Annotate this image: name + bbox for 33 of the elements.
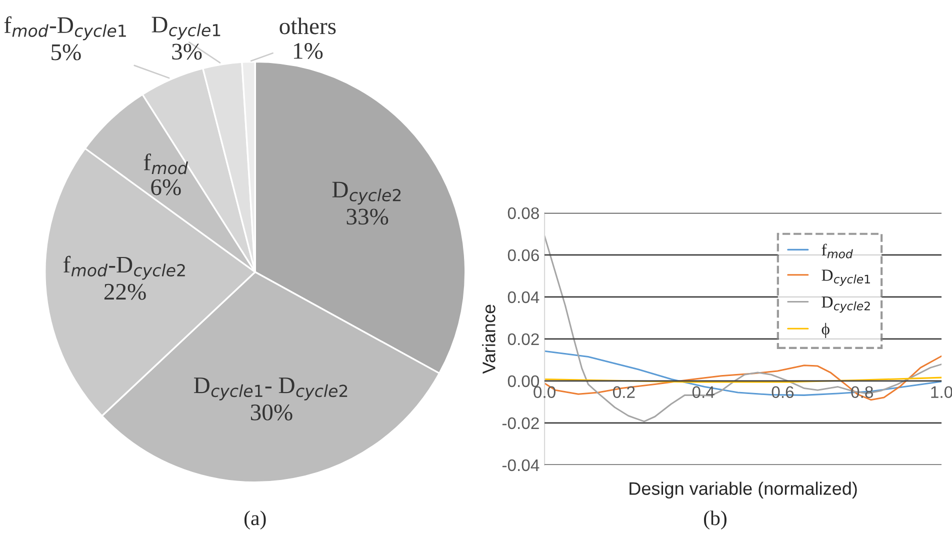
legend-label: f$_{mod}$ <box>822 244 853 258</box>
slice-label: D$_{cycle2}$ <box>332 182 401 205</box>
slice-label: f$_{mod}$ <box>144 154 188 174</box>
y-tick-label: 0.06 <box>508 249 539 262</box>
data-label: 5% <box>52 44 81 60</box>
data-label: 6% <box>151 179 181 196</box>
data-label: 3% <box>172 44 202 60</box>
y-tick-label: -0.04 <box>502 459 540 472</box>
slice-label: D$_{cycle1}$- D$_{cycle2}$ <box>194 378 348 400</box>
x-tick-label: 1.0 <box>931 386 952 398</box>
legend-label: D$_{cycle2}$ <box>822 296 870 313</box>
y-tick-label: 0.02 <box>508 333 539 346</box>
legend-label: D$_{cycle1}$ <box>822 270 870 286</box>
text: (b) <box>704 510 726 530</box>
slice-label: f$_{mod}$-D$_{cycle2}$ <box>63 256 185 280</box>
slice-label: others <box>280 18 336 34</box>
data-label: 30% <box>250 404 292 420</box>
y-tick-label: 0.00 <box>508 375 540 388</box>
y-axis-title: Variance <box>482 304 496 374</box>
x-tick-label: 0.2 <box>613 386 635 398</box>
slice-label: f$_{mod}$-D$_{cycle1}$ <box>4 16 126 40</box>
y-tick-label: 0.04 <box>508 291 540 304</box>
text: (a) <box>244 510 266 530</box>
legend-label: ϕ <box>822 322 830 338</box>
y-tick-label: 0.08 <box>508 207 539 220</box>
y-tick-label: -0.02 <box>502 417 539 430</box>
data-label: 33% <box>346 208 388 225</box>
slice-label: D$_{cycle1}$ <box>152 16 220 40</box>
x-axis-title: Design variable (normalized) <box>630 482 857 499</box>
x-tick-label: 0.0 <box>534 386 556 398</box>
data-label: 22% <box>104 284 146 300</box>
data-label: 1% <box>294 42 323 59</box>
x-tick-label: 0.4 <box>692 386 714 398</box>
